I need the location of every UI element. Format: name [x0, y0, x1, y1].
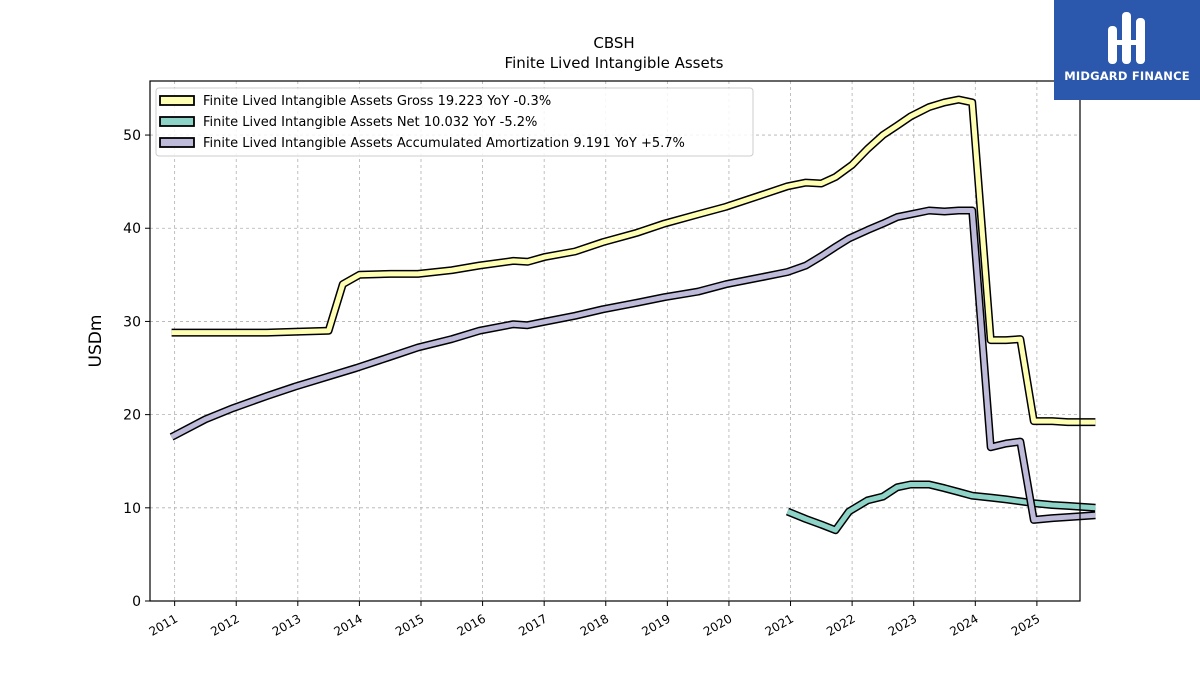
x-tick-label: 2012 [208, 611, 241, 638]
x-tick-label: 2022 [824, 611, 857, 638]
x-tick-label: 2013 [270, 611, 303, 638]
x-tick-label: 2024 [947, 611, 980, 638]
grid [150, 81, 1080, 602]
series-line-2 [170, 208, 1096, 523]
legend-swatch-2 [159, 137, 195, 148]
x-tick-label: 2016 [455, 611, 488, 638]
legend-label-0: Finite Lived Intangible Assets Gross 19.… [203, 94, 551, 109]
x-tick-label: 2014 [331, 611, 364, 638]
legend-label-1: Finite Lived Intangible Assets Net 10.03… [203, 115, 537, 130]
plot-frame [149, 80, 1081, 602]
y-axis-label: USDm [86, 315, 106, 368]
x-tick-label: 2023 [886, 611, 919, 638]
legend-label-2: Finite Lived Intangible Assets Accumulat… [203, 136, 685, 151]
x-tick-label: 2011 [147, 611, 180, 638]
y-tick-label: 40 [123, 221, 141, 237]
brand-name: MIDGARD FINANCE [1064, 69, 1190, 83]
x-tick-label: 2019 [639, 611, 672, 638]
series-line-0 [171, 97, 1096, 425]
legend-swatch-1 [159, 116, 195, 127]
series-outline-2 [169, 206, 1096, 524]
legend: Finite Lived Intangible Assets Gross 19.… [155, 87, 754, 157]
series-lines [169, 95, 1096, 535]
x-tick-label: 2021 [763, 611, 796, 638]
y-tick-label: 0 [132, 594, 141, 610]
brand-logo: MIDGARD FINANCE [1054, 0, 1200, 100]
legend-swatch-0 [159, 95, 195, 106]
y-tick-label: 30 [123, 314, 141, 330]
x-tick-label: 2017 [516, 611, 549, 638]
chart-title: CBSH [593, 34, 634, 52]
legend-box [155, 87, 754, 157]
series-outline-1 [785, 480, 1096, 535]
x-tick-label: 2020 [701, 611, 734, 638]
brand-mark-icon [1108, 12, 1145, 64]
x-tick-label: 2018 [578, 611, 611, 638]
y-tick-label: 50 [123, 128, 141, 144]
x-tick-label: 2025 [1009, 611, 1042, 638]
chart-subtitle: Finite Lived Intangible Assets [505, 54, 724, 72]
x-tick-label: 2015 [393, 611, 426, 638]
axis-ticks: 0 10 20 30 40 50 2011 2012 2013 2014 2015 2016 2017 2… [123, 128, 1042, 639]
y-tick-label: 20 [123, 408, 141, 424]
y-tick-label: 10 [123, 501, 141, 517]
